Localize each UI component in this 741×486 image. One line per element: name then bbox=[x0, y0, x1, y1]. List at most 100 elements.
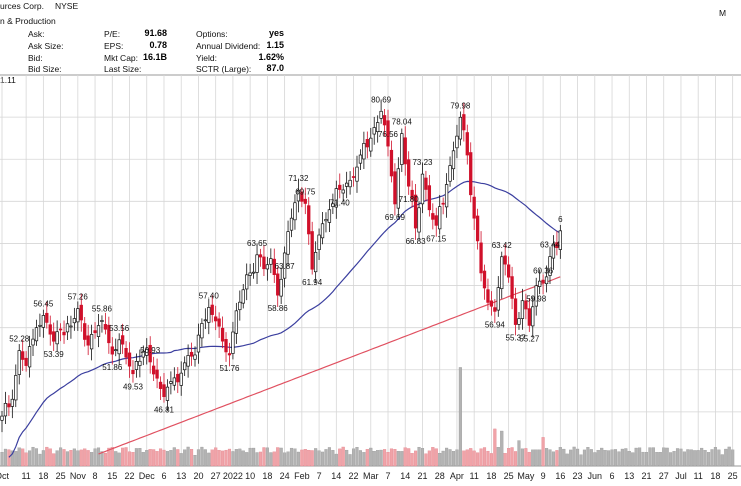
volume-bar bbox=[76, 450, 80, 467]
volume-bar bbox=[72, 448, 76, 467]
candle-body bbox=[27, 346, 32, 368]
volume-bar bbox=[434, 448, 438, 467]
candle-body bbox=[145, 349, 149, 356]
volume-bar bbox=[448, 449, 452, 467]
volume-bar bbox=[503, 453, 507, 467]
candle-body bbox=[217, 318, 221, 327]
volume-bar bbox=[689, 449, 693, 467]
volume-bar bbox=[203, 449, 207, 467]
x-tick-label: Feb bbox=[294, 471, 310, 481]
x-tick-label: 20 bbox=[193, 471, 203, 481]
volume-bar bbox=[462, 450, 466, 467]
candle-body bbox=[289, 217, 294, 231]
moving-averages bbox=[8, 180, 561, 458]
candle-body bbox=[186, 355, 190, 367]
x-tick-label: 15 bbox=[107, 471, 117, 481]
candle-body bbox=[486, 289, 490, 303]
x-tick-label: 22 bbox=[125, 471, 135, 481]
price-label: 69.69 bbox=[385, 213, 406, 222]
volume-bar bbox=[265, 447, 269, 467]
volume-bar bbox=[565, 453, 569, 467]
volume-bar bbox=[214, 447, 218, 467]
volume-bars bbox=[0, 367, 735, 467]
candle-body bbox=[310, 231, 314, 270]
candle-body bbox=[417, 207, 421, 233]
volume-bar bbox=[696, 450, 700, 467]
volume-bar bbox=[527, 451, 531, 467]
volume-bar bbox=[469, 448, 473, 467]
volume-bar bbox=[558, 447, 562, 467]
price-label: 56.45 bbox=[33, 299, 54, 308]
candle-body bbox=[506, 264, 511, 278]
volume-bar bbox=[593, 452, 597, 467]
volume-bar bbox=[520, 448, 524, 467]
volume-bar bbox=[724, 448, 728, 467]
volume-bar bbox=[241, 450, 245, 467]
volume-bar bbox=[186, 446, 190, 467]
candle-body bbox=[83, 323, 87, 340]
volume-bar bbox=[196, 449, 201, 467]
volume-bar bbox=[162, 449, 166, 467]
volume-bar bbox=[682, 451, 686, 467]
volume-bar bbox=[193, 454, 197, 467]
price-label: 63.42 bbox=[492, 241, 513, 250]
volume-bar bbox=[62, 449, 66, 467]
price-label: 51.86 bbox=[102, 363, 123, 372]
candle-body bbox=[458, 116, 463, 140]
x-tick-label: 21 bbox=[417, 471, 427, 481]
volume-bar bbox=[107, 447, 111, 467]
volume-bar bbox=[272, 451, 276, 467]
volume-bar bbox=[569, 449, 573, 467]
lastsize-label: Last Size: bbox=[104, 64, 142, 74]
volume-bar bbox=[531, 449, 535, 467]
candle-body bbox=[496, 287, 500, 311]
x-tick-label: 11 bbox=[21, 471, 30, 481]
volume-bar bbox=[717, 449, 721, 467]
volume-bar bbox=[231, 451, 235, 467]
candle-body bbox=[131, 369, 135, 375]
volume-bar bbox=[317, 450, 321, 467]
candle-body bbox=[362, 143, 366, 160]
candle-body bbox=[434, 215, 438, 226]
x-tick-label: 24 bbox=[280, 471, 290, 481]
volume-bar bbox=[14, 451, 18, 467]
candle-body bbox=[479, 242, 483, 274]
volume-bar bbox=[148, 449, 152, 467]
price-label: 63.44 bbox=[540, 241, 561, 250]
volume-bar bbox=[427, 450, 431, 467]
x-tick-label: 18 bbox=[710, 471, 720, 481]
candle-body bbox=[203, 319, 207, 322]
volume-bar bbox=[455, 449, 459, 467]
volume-bar bbox=[586, 447, 590, 467]
volume-bar bbox=[124, 447, 128, 467]
x-tick-label: 2022 bbox=[223, 471, 243, 481]
volume-bar bbox=[376, 450, 380, 467]
volume-bar bbox=[496, 447, 500, 467]
price-label: 55.86 bbox=[92, 304, 113, 313]
candle-body bbox=[241, 289, 245, 304]
yield-label: Yield: bbox=[196, 53, 217, 63]
volume-bar bbox=[320, 451, 325, 467]
price-label: 76.56 bbox=[378, 130, 399, 139]
volume-bar bbox=[438, 453, 442, 467]
candle-body bbox=[162, 384, 166, 397]
candle-body bbox=[517, 318, 521, 325]
price-label: 6 bbox=[558, 215, 563, 224]
candle-body bbox=[148, 344, 152, 363]
volume-bar bbox=[65, 451, 70, 467]
candle-body bbox=[183, 362, 187, 371]
volume-bar bbox=[221, 450, 225, 467]
candle-body bbox=[107, 324, 111, 344]
candle-body bbox=[14, 375, 18, 401]
eps-value: 0.78 bbox=[149, 40, 167, 50]
volume-bar bbox=[465, 449, 469, 467]
candle-body bbox=[58, 328, 63, 331]
candle-body bbox=[493, 307, 497, 312]
candle-body bbox=[324, 219, 328, 222]
x-tick-label: Dec bbox=[139, 471, 156, 481]
candle-body bbox=[296, 189, 301, 202]
candle-body bbox=[117, 339, 121, 355]
volume-bar bbox=[710, 449, 714, 467]
volume-bar bbox=[310, 450, 314, 467]
